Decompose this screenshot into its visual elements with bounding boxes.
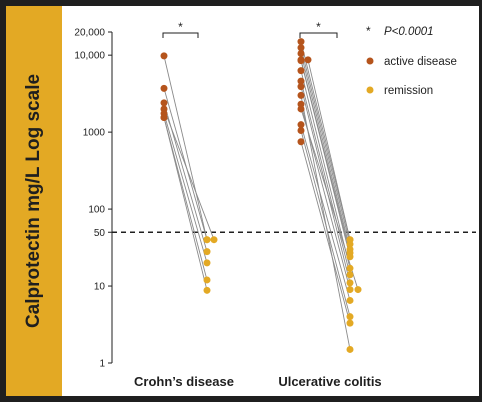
significance-bracket xyxy=(162,32,199,38)
significance-brackets: * * xyxy=(162,20,338,38)
active-disease-point xyxy=(160,52,168,60)
remission-point xyxy=(346,286,354,294)
y-axis-label-band xyxy=(6,6,62,396)
active-disease-point xyxy=(297,83,305,91)
legend: * P<0.0001 active disease remission xyxy=(366,24,457,97)
pair-connector-line xyxy=(300,141,351,324)
remission-point xyxy=(354,286,362,294)
pair-connector-line xyxy=(163,117,208,291)
remission-point xyxy=(203,259,211,267)
significance-star: * xyxy=(316,20,321,34)
remission-point xyxy=(203,236,211,244)
pair-connector-line xyxy=(163,108,215,240)
active-disease-point xyxy=(297,38,305,46)
remission-point xyxy=(210,236,218,244)
pair-connector-line xyxy=(300,70,351,269)
y-tick-label: 100 xyxy=(88,205,105,216)
active-disease-point xyxy=(160,113,168,121)
legend-note-text: P<0.0001 xyxy=(384,26,434,38)
remission-point xyxy=(346,264,354,272)
remission-point xyxy=(203,276,211,284)
pair-connector-line xyxy=(300,86,351,283)
pair-connector-line xyxy=(300,60,351,257)
y-tick-label: 1 xyxy=(99,359,105,370)
y-tick-label: 10 xyxy=(94,282,106,293)
significance-star: * xyxy=(178,20,183,34)
significance-bracket xyxy=(299,32,338,38)
legend-swatch xyxy=(366,57,374,65)
pair-connector-line xyxy=(300,95,351,350)
x-axis-categories: Crohn’s disease Ulcerative colitis xyxy=(134,374,382,389)
legend-label: active disease xyxy=(384,56,457,68)
pair-connector-line xyxy=(300,124,351,301)
remission-point xyxy=(346,345,354,353)
y-tick-label: 1000 xyxy=(83,128,106,139)
active-disease-point xyxy=(304,56,312,64)
active-disease-point xyxy=(297,77,305,85)
x-category-label: Ulcerative colitis xyxy=(278,374,381,389)
remission-point xyxy=(346,253,354,261)
remission-point xyxy=(346,313,354,321)
pair-connector-line xyxy=(163,55,208,240)
remission-point xyxy=(346,236,354,244)
y-tick-label: 50 xyxy=(94,228,106,239)
remission-point xyxy=(346,279,354,287)
active-disease-point xyxy=(297,57,305,65)
active-disease-point xyxy=(297,121,305,129)
active-disease-point xyxy=(297,138,305,146)
y-axis-ticks: 20,000 10,000 1000 100 50 10 1 xyxy=(74,28,112,370)
pair-connector-line xyxy=(300,81,351,275)
pair-connector-line xyxy=(300,47,351,245)
active-disease-point xyxy=(297,105,305,113)
legend-note-symbol: * xyxy=(366,24,371,38)
pair-connector-line xyxy=(163,113,208,263)
data-pairs xyxy=(160,38,362,353)
y-tick-label: 10,000 xyxy=(74,51,105,62)
active-disease-point xyxy=(297,91,305,99)
active-disease-point xyxy=(297,67,305,75)
active-disease-point xyxy=(297,44,305,52)
y-tick-label: 20,000 xyxy=(74,28,105,39)
legend-label: remission xyxy=(384,85,433,97)
active-disease-point xyxy=(160,84,168,92)
remission-point xyxy=(346,319,354,327)
remission-point xyxy=(346,296,354,304)
x-category-label: Crohn’s disease xyxy=(134,374,234,389)
pair-connector-line xyxy=(307,59,351,240)
active-disease-point xyxy=(297,126,305,134)
active-disease-point xyxy=(160,99,168,107)
pair-connector-line xyxy=(300,53,351,250)
remission-point xyxy=(203,286,211,294)
remission-point xyxy=(203,248,211,256)
active-disease-point xyxy=(297,50,305,58)
legend-swatch xyxy=(366,86,374,94)
pair-connector-line xyxy=(300,108,359,290)
remission-point xyxy=(346,271,354,279)
